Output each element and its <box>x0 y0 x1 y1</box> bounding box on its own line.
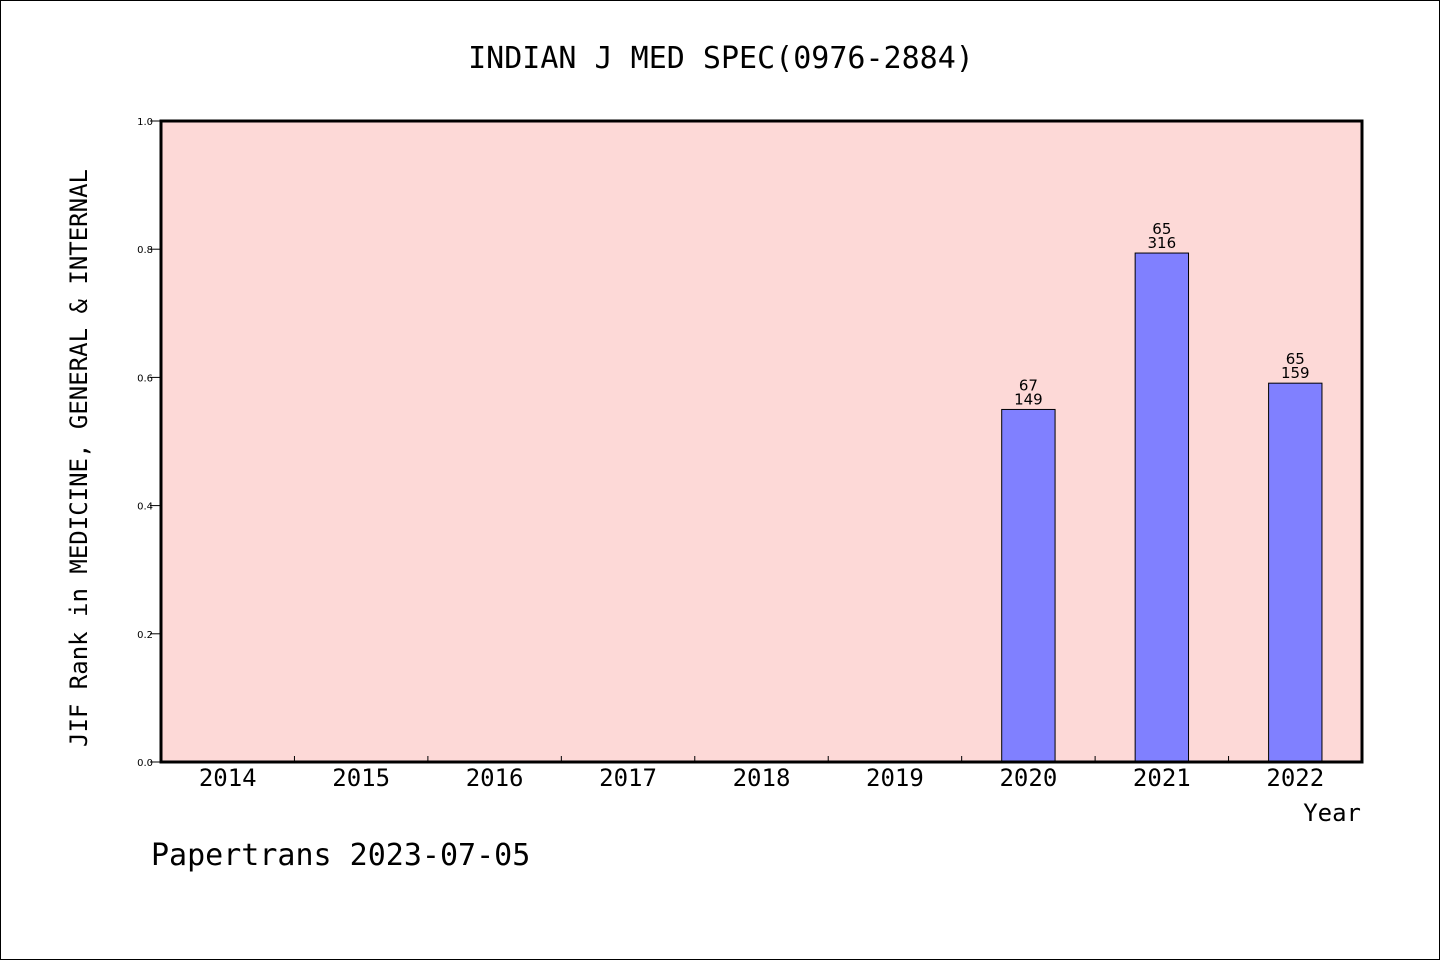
bar-label-rank: 67 <box>1019 376 1038 394</box>
x-tick-label: 2022 <box>1266 764 1324 792</box>
x-axis-label: Year <box>1303 799 1361 827</box>
y-axis-label: JIF Rank in MEDICINE, GENERAL & INTERNAL <box>65 169 93 747</box>
x-tick-label: 2017 <box>599 764 657 792</box>
y-tick-label: 0.6 <box>137 373 153 384</box>
bars <box>1001 252 1323 763</box>
bar-2021 <box>1134 252 1190 763</box>
footer-credit: Papertrans 2023-07-05 <box>151 838 530 873</box>
x-tick-label: 2020 <box>999 764 1057 792</box>
y-tick-label: 1.0 <box>137 117 153 128</box>
y-tick-label: 0.2 <box>137 630 153 641</box>
bar-label-total: 316 <box>1148 234 1177 252</box>
chart-title: INDIAN J MED SPEC(0976-2884) <box>468 41 974 76</box>
bar-2020 <box>1001 408 1056 763</box>
plot-border <box>159 119 1364 764</box>
x-tick-label: 2018 <box>733 764 791 792</box>
y-tick-label: 0.8 <box>137 245 153 256</box>
bar-label-rank: 65 <box>1286 350 1305 368</box>
x-tick-label: 2021 <box>1133 764 1191 792</box>
x-tick-label: 2016 <box>466 764 524 792</box>
x-tick-label: 2019 <box>866 764 924 792</box>
bar-label-rank: 65 <box>1152 220 1171 238</box>
bar-2022 <box>1268 382 1323 763</box>
x-tick-label: 2014 <box>199 764 257 792</box>
bar-label-total: 159 <box>1281 364 1310 382</box>
y-tick-label: 0.0 <box>137 758 153 769</box>
x-tick-label: 2015 <box>332 764 390 792</box>
y-tick-label: 0.4 <box>137 502 153 513</box>
y-axis-ticks: 0.0 0.2 0.4 0.6 0.8 1.0 <box>137 117 161 769</box>
bar-label-total: 149 <box>1014 390 1043 408</box>
x-axis-ticks: 2014 2015 2016 2017 2018 2019 2020 2021 2022 <box>199 756 1324 792</box>
